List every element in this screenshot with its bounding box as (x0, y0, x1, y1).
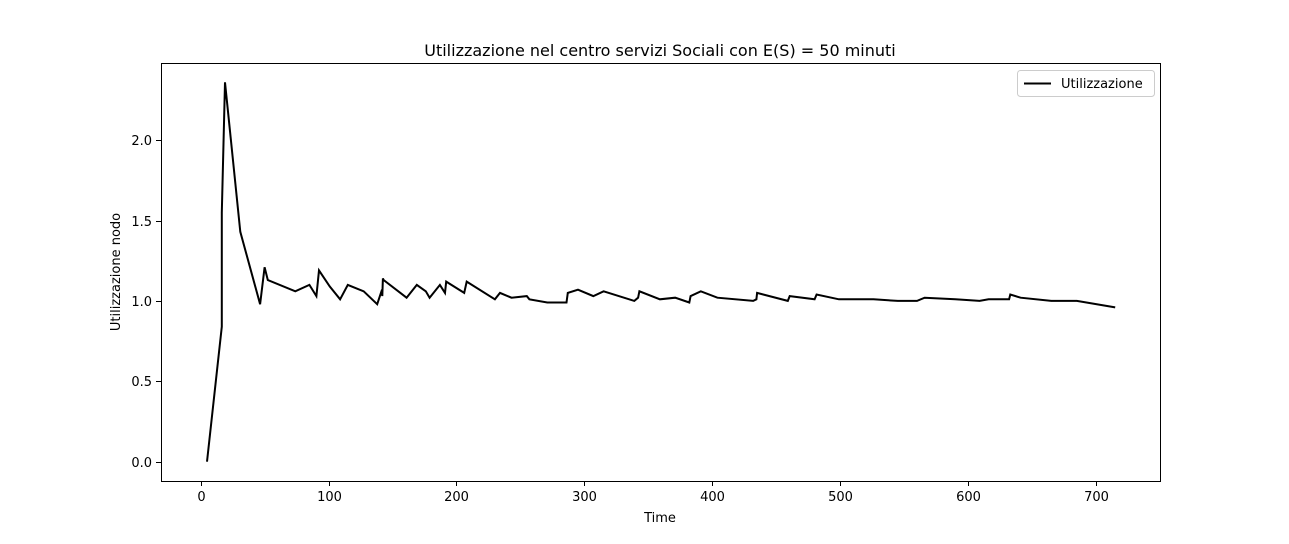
series-layer (206, 82, 1116, 462)
y-tick-label: 0.5 (131, 375, 152, 390)
x-tick-label: 0 (197, 490, 205, 505)
plot-frame (161, 63, 1161, 482)
y-axis: 0.0 0.5 1.0 1.5 2.0 (131, 134, 161, 471)
legend-box (1017, 70, 1155, 97)
y-axis-title: Utilizzazione nodo (109, 213, 124, 331)
y-tick-label: 2.0 (131, 134, 152, 149)
x-tick-label: 100 (317, 490, 342, 505)
y-tick-label: 1.0 (131, 295, 152, 310)
y-tick-label: 0.0 (131, 456, 152, 471)
y-tick-label: 1.5 (131, 215, 152, 230)
x-axis-title: Time (643, 511, 676, 526)
x-tick-label: 600 (956, 490, 981, 505)
x-tick-label: 200 (444, 490, 469, 505)
series-line-utilizzazione (206, 82, 1116, 462)
x-tick-label: 700 (1084, 490, 1109, 505)
x-axis: 0 100 200 300 400 500 600 700 (197, 481, 1109, 505)
x-tick-label: 300 (572, 490, 597, 505)
x-tick-label: 500 (828, 490, 853, 505)
legend: Utilizzazione (1017, 70, 1155, 97)
x-tick-label: 400 (700, 490, 725, 505)
chart-title: Utilizzazione nel centro servizi Sociali… (424, 41, 895, 60)
legend-label: Utilizzazione (1061, 77, 1143, 92)
